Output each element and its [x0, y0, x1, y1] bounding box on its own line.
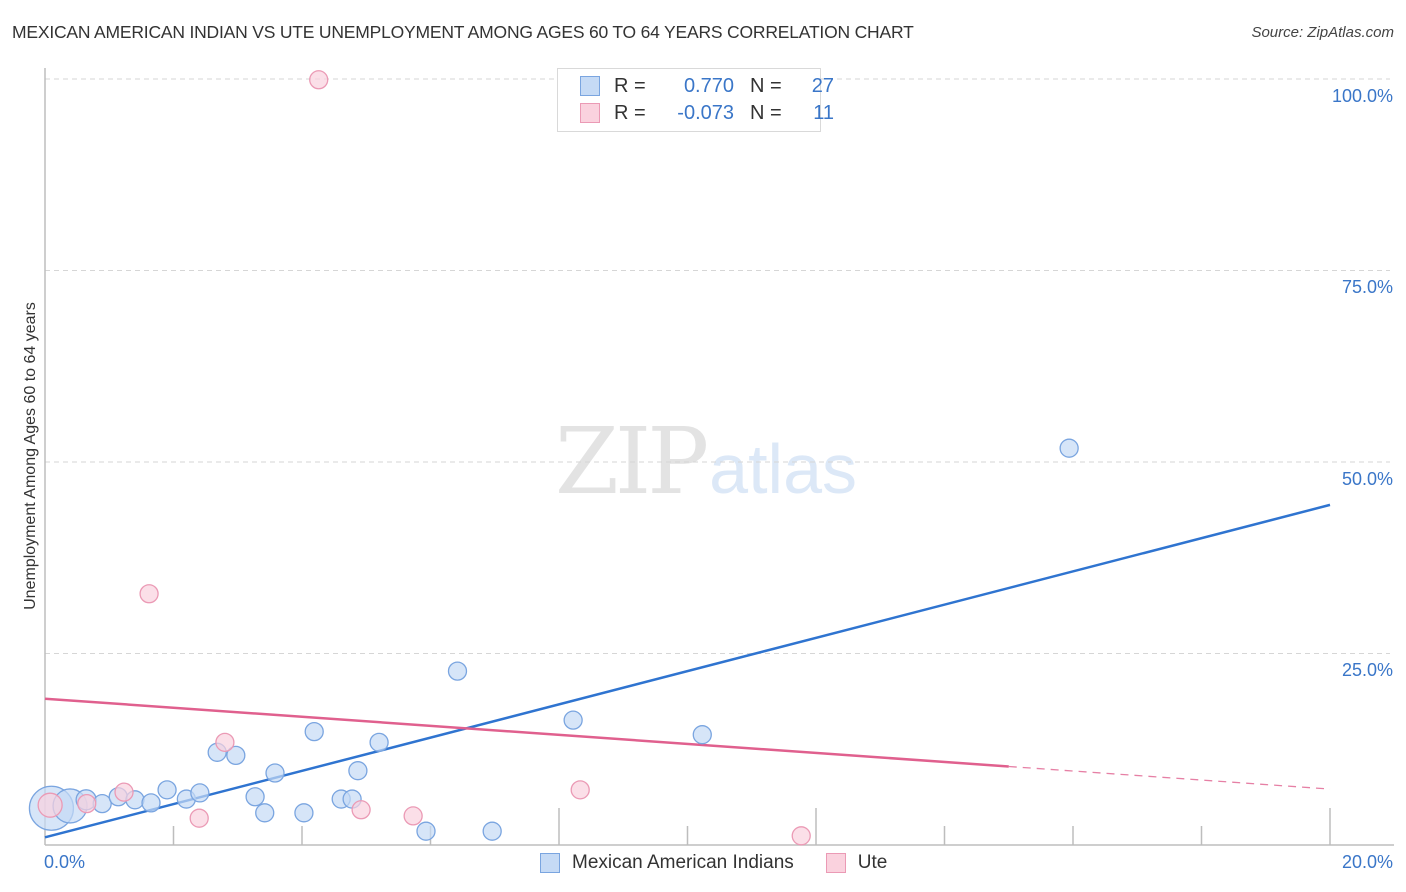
blue-trendline	[44, 503, 1331, 839]
blue-point	[141, 793, 161, 813]
y-axis-label: Unemployment Among Ages 60 to 64 years	[22, 302, 39, 610]
trendlines	[44, 503, 1331, 839]
axes	[44, 68, 1394, 846]
legend-label: Ute	[857, 852, 888, 873]
pink-point	[215, 732, 235, 753]
pink-point	[37, 792, 63, 818]
n-label: N =	[750, 101, 782, 124]
pink-point	[77, 793, 97, 814]
pink-point	[309, 70, 329, 90]
n-value: 27	[811, 74, 834, 97]
stats-legend: R = 0.770 N = 27 R = -0.073 N = 11	[557, 68, 834, 132]
legend-swatch-pink	[580, 103, 600, 123]
n-label: N =	[750, 74, 782, 97]
n-value: 11	[813, 101, 834, 124]
pink-point	[351, 800, 371, 820]
pink-point	[403, 806, 423, 826]
watermark-atlas: atlas	[709, 430, 858, 508]
r-label: R =	[614, 74, 646, 97]
pink-point	[791, 826, 811, 846]
legend-swatch-pink	[825, 853, 846, 873]
blue-point	[1059, 438, 1079, 458]
pink-trendline-extrapolated	[1008, 765, 1331, 790]
pink-point	[139, 584, 159, 604]
r-label: R =	[614, 101, 646, 124]
legend-item-ute[interactable]: Ute	[825, 852, 888, 874]
blue-point	[265, 763, 285, 783]
source-label: Source: ZipAtlas.com	[1251, 24, 1394, 41]
blue-point	[416, 821, 436, 841]
y-tick-75: 75.0%	[1341, 277, 1393, 297]
blue-point	[245, 787, 265, 807]
legend-label: Mexican American Indians	[572, 852, 794, 873]
gridlines	[45, 78, 1390, 654]
blue-point	[190, 783, 210, 803]
blue-point	[563, 710, 583, 730]
legend-item-mexican-american-indians[interactable]: Mexican American Indians	[540, 852, 794, 874]
blue-point	[482, 821, 502, 841]
legend-row-mexican-american-indians: R = 0.770 N = 27	[580, 74, 834, 98]
pink-point	[570, 780, 590, 800]
y-tick-25: 25.0%	[1341, 660, 1393, 680]
legend-swatch-blue	[580, 76, 600, 96]
blue-point	[369, 732, 389, 753]
x-tick-20: 20.0%	[1341, 852, 1393, 872]
pink-trendline	[44, 697, 1009, 768]
blue-point	[255, 803, 275, 823]
blue-point	[157, 780, 177, 800]
r-value: 0.770	[683, 74, 734, 97]
chart-title: MEXICAN AMERICAN INDIAN VS UTE UNEMPLOYM…	[12, 22, 914, 42]
blue-point	[692, 725, 712, 745]
legend-swatch-blue	[540, 853, 560, 873]
legend-row-ute: R = -0.073 N = 11	[580, 101, 834, 125]
r-value: -0.073	[677, 101, 734, 124]
blue-point	[348, 761, 368, 781]
pink-point	[189, 808, 209, 828]
blue-point	[294, 803, 314, 823]
y-tick-50: 50.0%	[1341, 469, 1393, 489]
data-points	[28, 70, 1079, 846]
blue-point	[304, 721, 324, 742]
y-tick-100: 100.0%	[1331, 86, 1393, 106]
blue-point	[226, 745, 246, 766]
blue-point	[447, 661, 468, 681]
series-legend: Mexican American Indians Ute	[540, 852, 919, 874]
pink-point	[114, 782, 134, 802]
x-tick-0: 0.0%	[44, 852, 86, 872]
